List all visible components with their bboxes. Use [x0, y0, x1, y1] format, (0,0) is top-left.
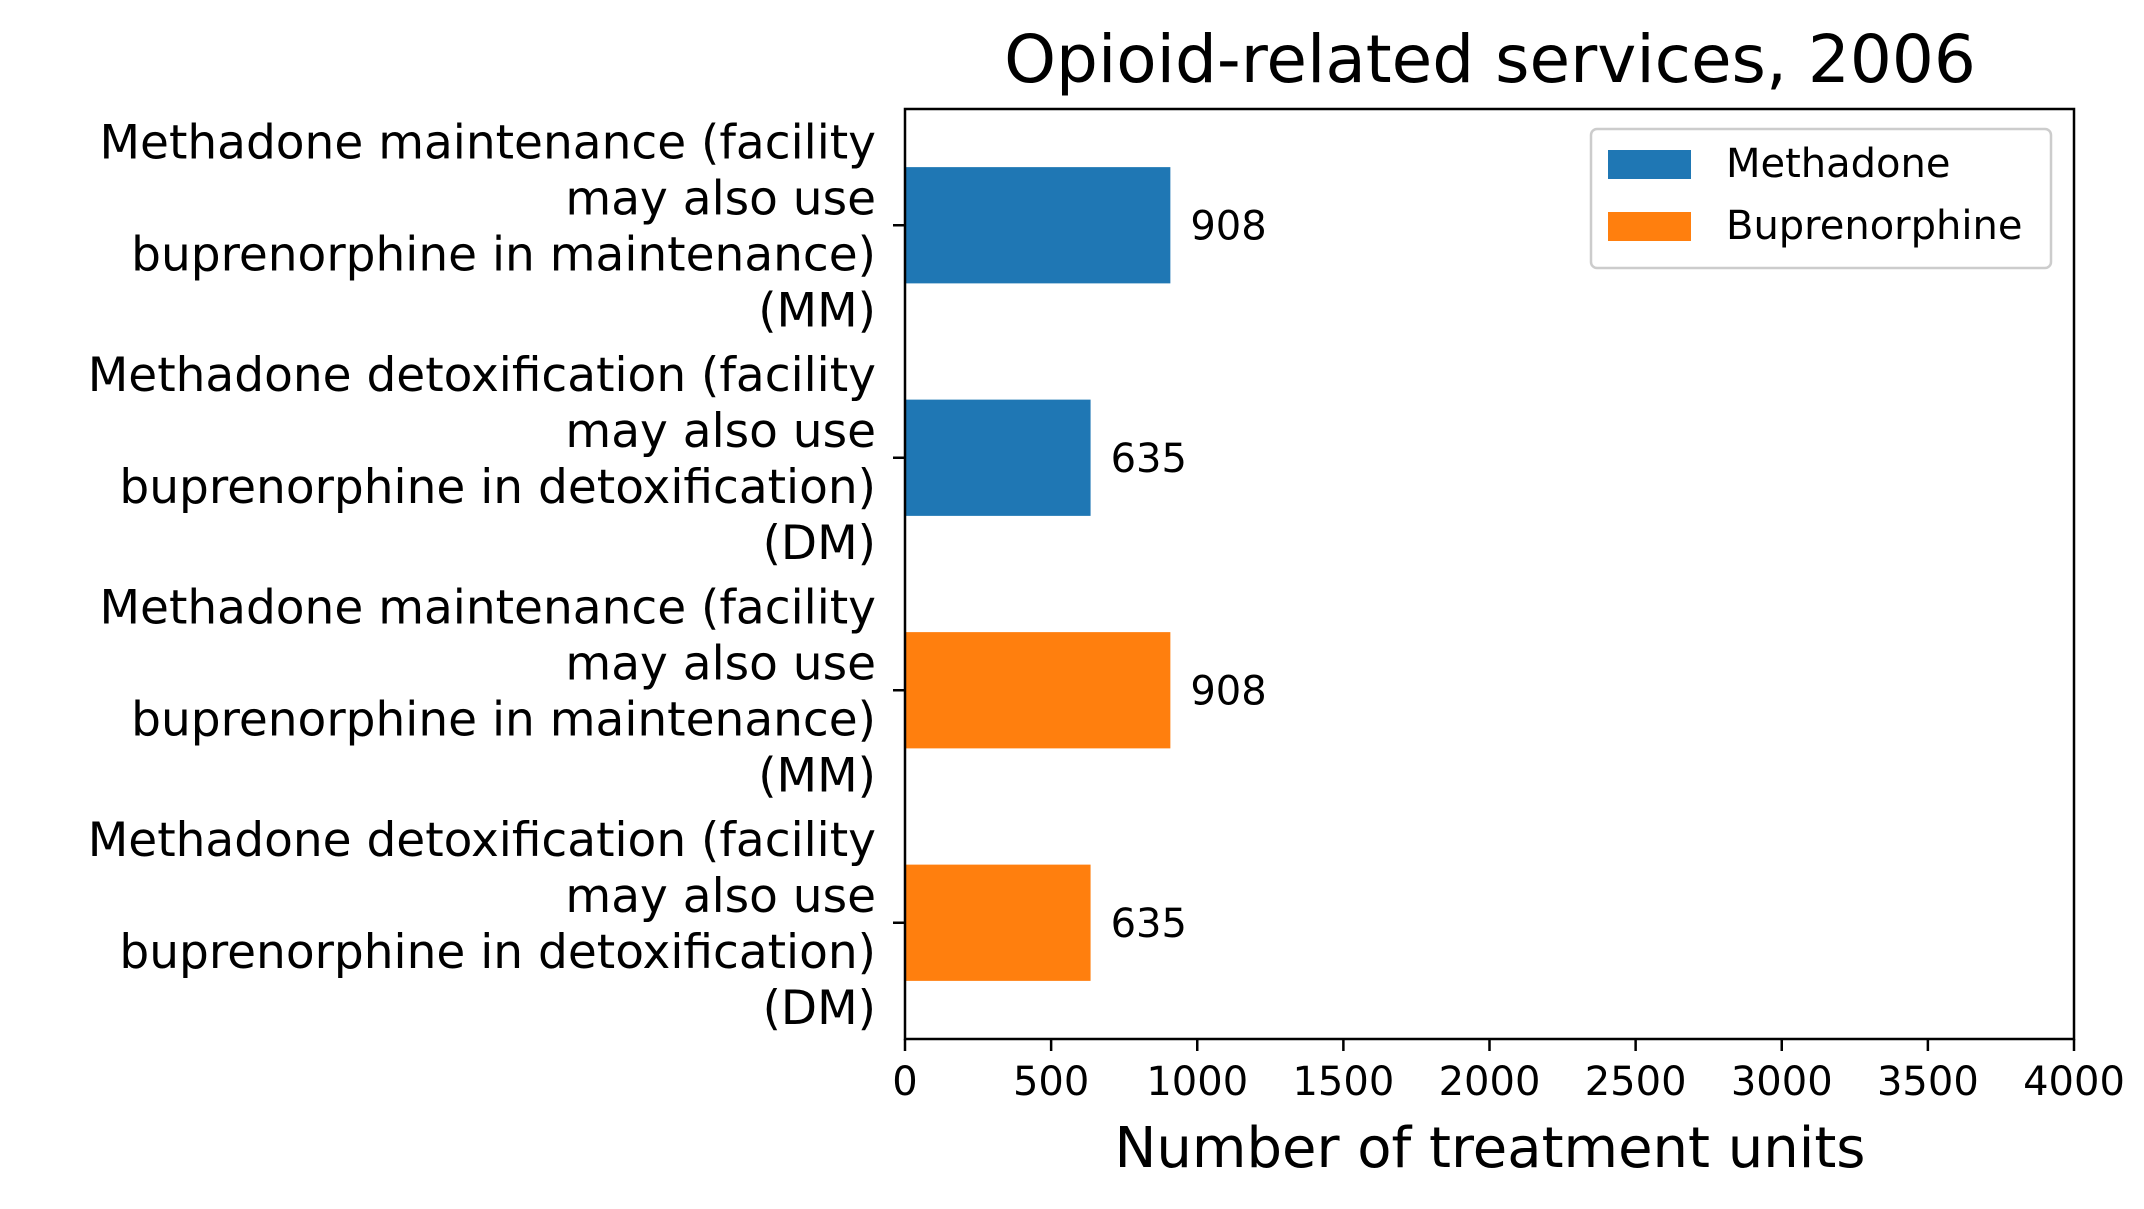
- y-category-label-line: may also use: [565, 171, 876, 226]
- y-category-label-line: (DM): [763, 981, 876, 1036]
- bar-value-label: 908: [1190, 203, 1266, 249]
- x-tick-label: 3500: [1877, 1059, 1979, 1105]
- bar-methadone: [905, 167, 1171, 284]
- x-tick-label: 0: [892, 1059, 917, 1105]
- y-category-label-line: may also use: [565, 404, 876, 459]
- bars-layer: [905, 167, 1171, 981]
- legend: Methadone Buprenorphine: [1589, 127, 2053, 270]
- x-tick-label: 3000: [1731, 1059, 1833, 1105]
- bar-value-label: 635: [1111, 436, 1187, 482]
- x-tick-label: 2500: [1585, 1059, 1687, 1105]
- legend-swatch-methadone: [1608, 150, 1691, 179]
- y-category-label-line: Methadone detoxification (facility: [88, 813, 876, 868]
- legend-box: [1589, 127, 2053, 270]
- y-category-label-line: buprenorphine in maintenance): [131, 227, 876, 282]
- x-tick-label: 1500: [1292, 1059, 1394, 1105]
- x-tick-label: 2000: [1439, 1059, 1541, 1105]
- bar-methadone: [905, 399, 1091, 516]
- legend-swatch-buprenorphine: [1608, 212, 1691, 241]
- y-category-label-line: Methadone maintenance (facility: [99, 580, 876, 635]
- y-category-label-line: Methadone detoxification (facility: [88, 348, 876, 403]
- y-category-label-line: may also use: [565, 636, 876, 691]
- y-category-label-line: buprenorphine in detoxification): [119, 925, 876, 980]
- x-tick-label: 500: [1013, 1059, 1089, 1105]
- y-category-label-line: buprenorphine in detoxification): [119, 460, 876, 515]
- y-category-label-line: buprenorphine in maintenance): [131, 692, 876, 747]
- legend-label-buprenorphine: Buprenorphine: [1726, 203, 2022, 249]
- y-category-label-line: (DM): [763, 516, 876, 571]
- bar-buprenorphine: [905, 864, 1091, 981]
- bar-value-label: 908: [1190, 668, 1266, 714]
- x-axis-label: Number of treatment units: [1115, 1116, 1866, 1181]
- x-tick-label: 1000: [1146, 1059, 1248, 1105]
- bar-value-labels: 908 635 908 635: [1111, 203, 1267, 947]
- y-category-label-line: Methadone maintenance (facility: [99, 115, 876, 170]
- bar-buprenorphine: [905, 632, 1171, 749]
- y-category-label-line: (MM): [758, 283, 876, 338]
- y-category-label-line: (MM): [758, 748, 876, 803]
- x-tick-label: 4000: [2023, 1059, 2125, 1105]
- chart-title: Opioid-related services, 2006: [1004, 21, 1976, 98]
- x-axis-ticks: 0 500 1000 1500 2000 2500 3000 3500 4000: [892, 1039, 2125, 1105]
- y-category-label-line: may also use: [565, 869, 876, 924]
- legend-label-methadone: Methadone: [1726, 141, 1951, 187]
- bar-value-label: 635: [1111, 901, 1187, 947]
